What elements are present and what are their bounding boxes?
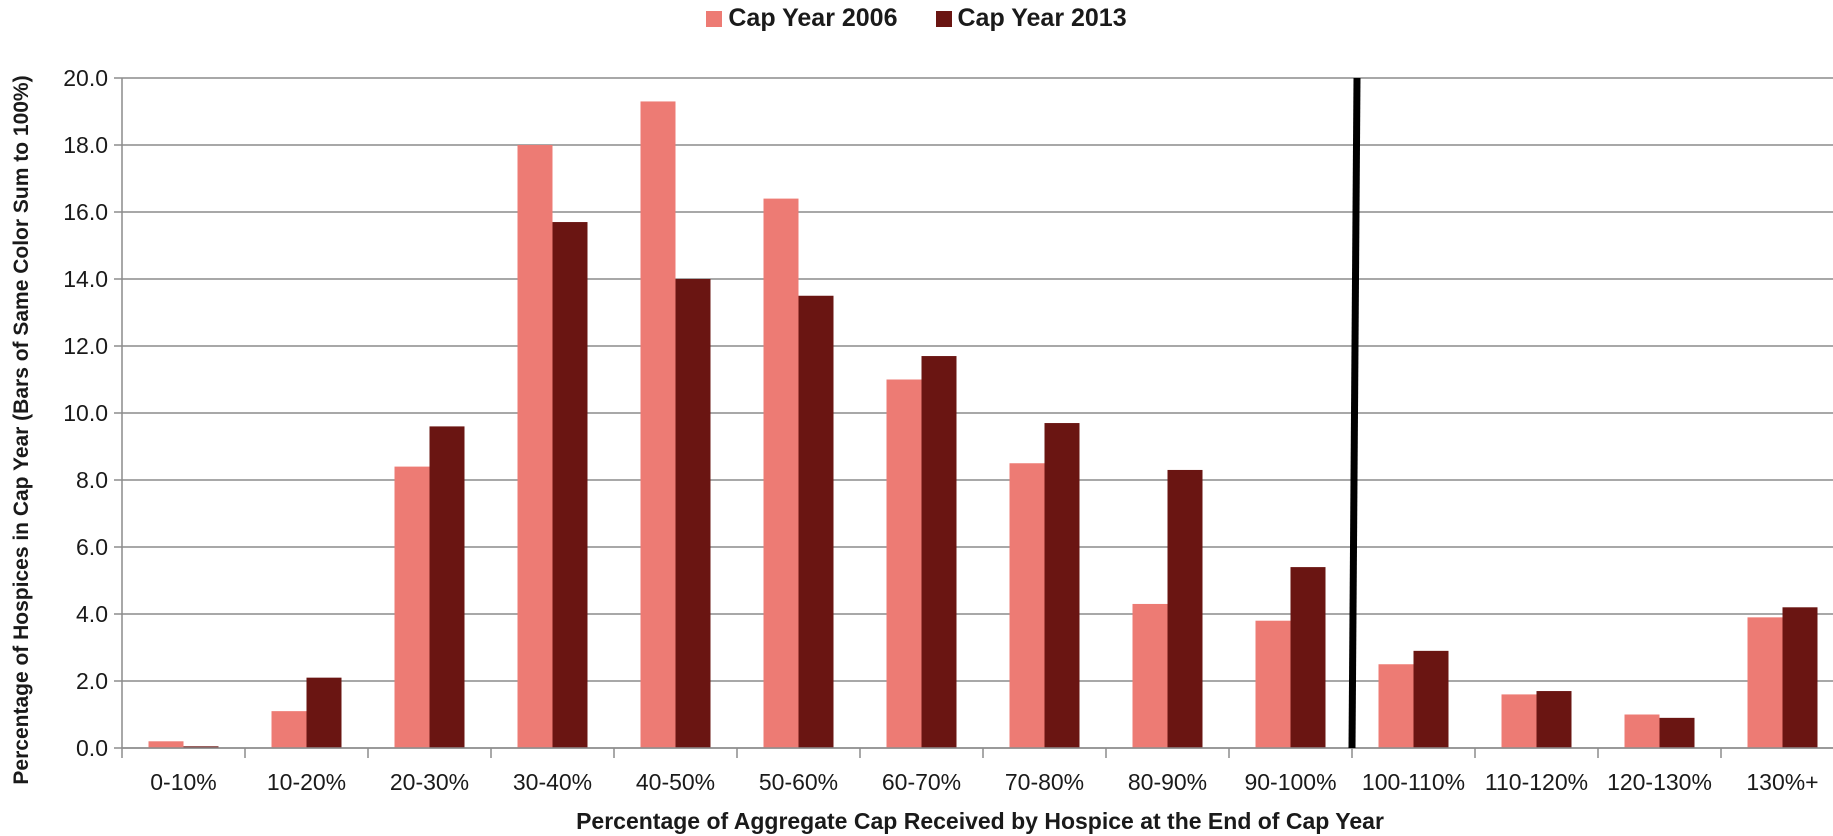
bar-2013-110-120- [1536,691,1572,748]
y-axis: 0.0 2.0 4.0 6.0 8.0 10.0 12.0 14.0 16.0 18.0 20.0 [63,65,123,761]
bar-2006-130- [1747,617,1783,748]
bar-2006-70-80- [1009,463,1045,748]
bar-2006-80-90- [1132,603,1168,748]
bar-2006-20-30- [394,466,430,748]
bars [148,101,1818,749]
bar-2013-80-90- [1167,469,1203,748]
legend-swatch-2013 [935,10,952,27]
x-tick-label: 30-40% [513,769,592,795]
bar-2013-120-130- [1659,717,1695,748]
x-tick-label: 0-10% [150,769,216,795]
y-tick-label: 2.0 [76,668,108,694]
bar-2013-70-80- [1044,423,1080,748]
legend-swatch-2006 [706,10,723,27]
legend-item-2006: Cap Year 2006 [706,4,898,33]
bar-2006-60-70- [886,379,922,748]
bar-2013-10-20- [306,677,342,748]
bar-2006-120-130- [1624,714,1660,748]
x-axis-title: Percentage of Aggregate Cap Received by … [576,808,1384,834]
bar-2006-100-110- [1378,664,1414,748]
x-tick-label: 90-100% [1244,769,1336,795]
x-tick-label: 10-20% [267,769,346,795]
bar-2013-20-30- [429,426,465,748]
x-tick-label: 70-80% [1005,769,1084,795]
gridlines [122,77,1833,749]
bar-2006-90-100- [1255,620,1291,748]
x-axis: 0-10% 10-20% 20-30% 30-40% 40-50% 50-60% 60-70… [121,747,1833,795]
x-tick-label: 80-90% [1128,769,1207,795]
bar-2013-100-110- [1413,650,1449,748]
bar-2006-50-60- [763,198,799,749]
legend-label-2006: Cap Year 2006 [728,4,898,32]
y-tick-label: 16.0 [63,199,108,225]
x-tick-label: 120-130% [1607,769,1712,795]
y-tick-label: 10.0 [63,400,108,426]
y-tick-label: 0.0 [76,735,108,761]
x-tick-label: 110-120% [1485,769,1588,795]
bar-2006-30-40- [517,145,553,748]
bar-2006-110-120- [1501,694,1537,748]
legend-label-2013: Cap Year 2013 [957,4,1127,32]
y-tick-label: 20.0 [63,65,108,91]
x-tick-label: 130%+ [1746,769,1818,795]
y-tick-label: 18.0 [63,132,108,158]
bar-2013-50-60- [798,295,834,748]
y-axis-title: Percentage of Hospices in Cap Year (Bars… [10,75,33,784]
bar-2006-10-20- [271,711,307,748]
y-tick-label: 14.0 [63,266,108,292]
bar-2006-40-50- [640,101,676,748]
bar-2013-90-100- [1290,567,1326,748]
legend-item-2013: Cap Year 2013 [935,4,1127,33]
x-tick-label: 40-50% [636,769,715,795]
x-tick-label: 100-110% [1362,769,1465,795]
y-tick-label: 4.0 [76,601,108,627]
bar-2013-60-70- [921,356,957,748]
bar-2006-0-10- [148,741,184,748]
y-tick-label: 6.0 [76,534,108,560]
y-tick-label: 8.0 [76,467,108,493]
x-tick-label: 20-30% [390,769,469,795]
x-tick-label: 60-70% [882,769,961,795]
y-tick-label: 12.0 [63,333,108,359]
annotations [1348,77,1361,749]
bar-2013-40-50- [675,279,711,748]
chart-legend: Cap Year 2006 Cap Year 2013 [0,4,1833,33]
bar-2013-30-40- [552,222,588,749]
cap-threshold-line [1348,77,1361,749]
bar-2013-130- [1782,607,1818,748]
x-tick-label: 50-60% [759,769,838,795]
bar-2013-0-10- [183,746,219,748]
